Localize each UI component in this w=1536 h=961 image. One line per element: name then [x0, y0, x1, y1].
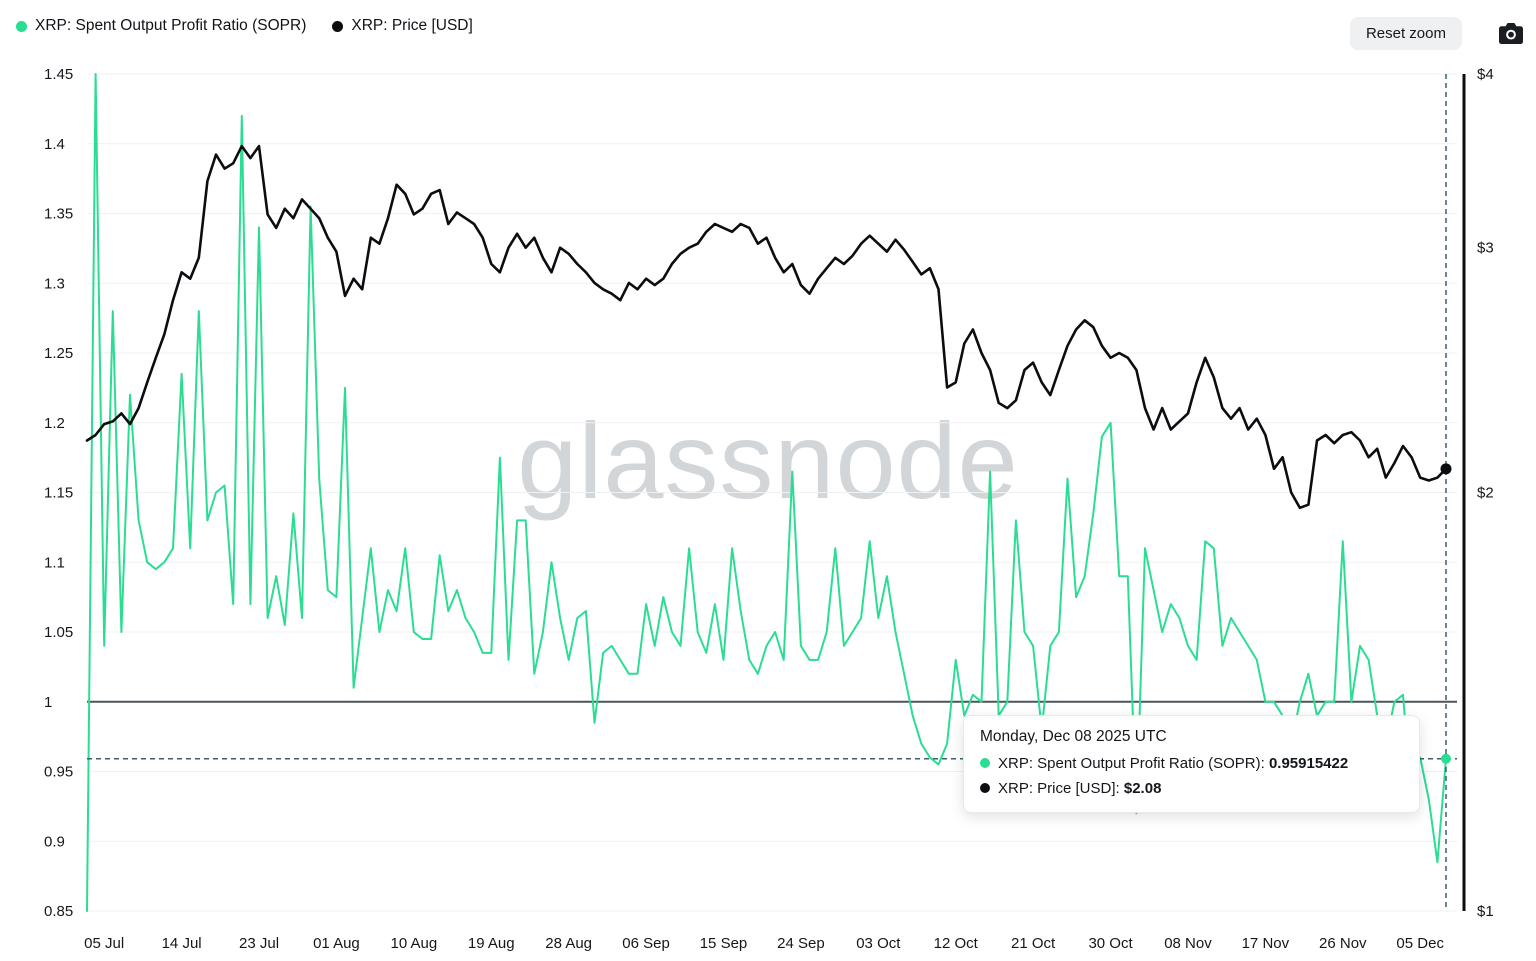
- legend-item-sopr[interactable]: XRP: Spent Output Profit Ratio (SOPR): [16, 17, 306, 35]
- svg-text:1.4: 1.4: [44, 136, 65, 153]
- svg-text:1.3: 1.3: [44, 275, 65, 292]
- svg-text:28 Aug: 28 Aug: [545, 935, 592, 952]
- hover-point-markers: [1440, 463, 1452, 764]
- svg-text:1.35: 1.35: [44, 206, 73, 223]
- tooltip-sopr-value: 0.95915422: [1268, 755, 1349, 772]
- svg-text:26 Nov: 26 Nov: [1319, 935, 1367, 952]
- svg-text:1.15: 1.15: [44, 485, 73, 502]
- svg-text:$2: $2: [1477, 485, 1494, 502]
- svg-text:30 Oct: 30 Oct: [1088, 935, 1133, 952]
- svg-text:1.05: 1.05: [44, 624, 73, 641]
- svg-text:12 Oct: 12 Oct: [934, 935, 979, 952]
- svg-text:$3: $3: [1477, 240, 1494, 257]
- sopr-series-dot-icon: [16, 20, 27, 32]
- right-axis-labels: $4 $3 $2 $1: [1477, 66, 1494, 920]
- svg-text:14 Jul: 14 Jul: [162, 935, 202, 952]
- price-legend-label: XRP: Price [USD]: [351, 17, 473, 34]
- crosshair-lines: [87, 74, 1457, 911]
- svg-text:1.45: 1.45: [44, 66, 73, 83]
- svg-text:1.25: 1.25: [44, 345, 73, 362]
- camera-icon[interactable]: [1499, 23, 1523, 44]
- svg-text:03 Oct: 03 Oct: [856, 935, 901, 952]
- svg-text:10 Aug: 10 Aug: [390, 935, 437, 952]
- svg-text:15 Sep: 15 Sep: [700, 935, 748, 952]
- svg-text:21 Oct: 21 Oct: [1011, 935, 1056, 952]
- chart-controls: Reset zoom: [1349, 17, 1523, 50]
- svg-text:17 Nov: 17 Nov: [1242, 935, 1290, 952]
- tooltip-row-price: XRP: Price [USD]: $2.08: [980, 778, 1403, 799]
- sopr-legend-label: XRP: Spent Output Profit Ratio (SOPR): [35, 17, 307, 34]
- svg-text:1.2: 1.2: [44, 415, 65, 432]
- price-tooltip-dot-icon: [980, 783, 990, 793]
- svg-text:05 Dec: 05 Dec: [1396, 935, 1444, 952]
- svg-text:1.1: 1.1: [44, 554, 65, 571]
- left-axis-labels: 1.45 1.4 1.35 1.3 1.25 1.2 1.15 1.1 1.05 1 0.95 0.9…: [44, 66, 73, 920]
- svg-text:05 Jul: 05 Jul: [84, 935, 124, 952]
- tooltip-row-sopr: XRP: Spent Output Profit Ratio (SOPR): 0…: [980, 753, 1403, 774]
- svg-text:01 Aug: 01 Aug: [313, 935, 360, 952]
- price-series-dot-icon: [332, 20, 344, 32]
- svg-text:0.9: 0.9: [44, 833, 65, 850]
- chart-tooltip: Monday, Dec 08 2025 UTC XRP: Spent Outpu…: [963, 715, 1420, 813]
- tooltip-price-value: $2.08: [1123, 780, 1162, 797]
- series-lines: [85, 73, 1448, 912]
- tooltip-sopr-label: XRP: Spent Output Profit Ratio (SOPR):: [998, 755, 1265, 772]
- chart-legend: XRP: Spent Output Profit Ratio (SOPR) XR…: [16, 17, 473, 35]
- svg-text:0.85: 0.85: [44, 903, 73, 920]
- svg-text:06 Sep: 06 Sep: [622, 935, 670, 952]
- svg-text:19 Aug: 19 Aug: [468, 935, 515, 952]
- tooltip-price-label: XRP: Price [USD]:: [998, 780, 1120, 797]
- svg-text:08 Nov: 08 Nov: [1164, 935, 1212, 952]
- svg-text:1: 1: [44, 694, 52, 711]
- reset-zoom-button[interactable]: Reset zoom: [1349, 17, 1462, 50]
- svg-text:$4: $4: [1477, 66, 1494, 83]
- tooltip-date: Monday, Dec 08 2025 UTC: [980, 728, 1167, 745]
- legend-item-price[interactable]: XRP: Price [USD]: [332, 17, 473, 35]
- sopr-tooltip-dot-icon: [980, 758, 990, 768]
- svg-text:24 Sep: 24 Sep: [777, 935, 825, 952]
- svg-text:23 Jul: 23 Jul: [239, 935, 279, 952]
- x-axis-labels: 05 Jul 14 Jul 23 Jul 01 Aug 10 Aug 19 Aug 28 A…: [84, 935, 1444, 952]
- svg-text:$1: $1: [1477, 903, 1494, 920]
- svg-text:0.95: 0.95: [44, 764, 73, 781]
